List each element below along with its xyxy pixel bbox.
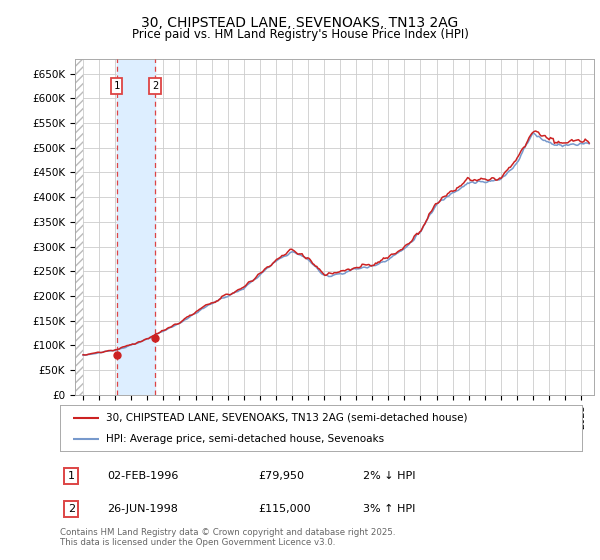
Text: 26-JUN-1998: 26-JUN-1998 [107, 504, 178, 514]
Bar [75, 59, 83, 395]
Text: £115,000: £115,000 [259, 504, 311, 514]
Text: 3% ↑ HPI: 3% ↑ HPI [363, 504, 415, 514]
Text: £79,950: £79,950 [259, 471, 304, 481]
Bar [116, 59, 155, 395]
Text: 02-FEB-1996: 02-FEB-1996 [107, 471, 178, 481]
Text: 2% ↓ HPI: 2% ↓ HPI [363, 471, 415, 481]
Text: Contains HM Land Registry data © Crown copyright and database right 2025.
This d: Contains HM Land Registry data © Crown c… [60, 528, 395, 547]
Text: 1: 1 [68, 471, 75, 481]
Text: Price paid vs. HM Land Registry's House Price Index (HPI): Price paid vs. HM Land Registry's House … [131, 28, 469, 41]
Text: 30, CHIPSTEAD LANE, SEVENOAKS, TN13 2AG: 30, CHIPSTEAD LANE, SEVENOAKS, TN13 2AG [142, 16, 458, 30]
Text: 2: 2 [68, 504, 75, 514]
Text: 30, CHIPSTEAD LANE, SEVENOAKS, TN13 2AG (semi-detached house): 30, CHIPSTEAD LANE, SEVENOAKS, TN13 2AG … [106, 413, 467, 423]
Text: 2: 2 [152, 81, 158, 91]
Text: HPI: Average price, semi-detached house, Sevenoaks: HPI: Average price, semi-detached house,… [106, 435, 384, 444]
Text: 1: 1 [113, 81, 120, 91]
